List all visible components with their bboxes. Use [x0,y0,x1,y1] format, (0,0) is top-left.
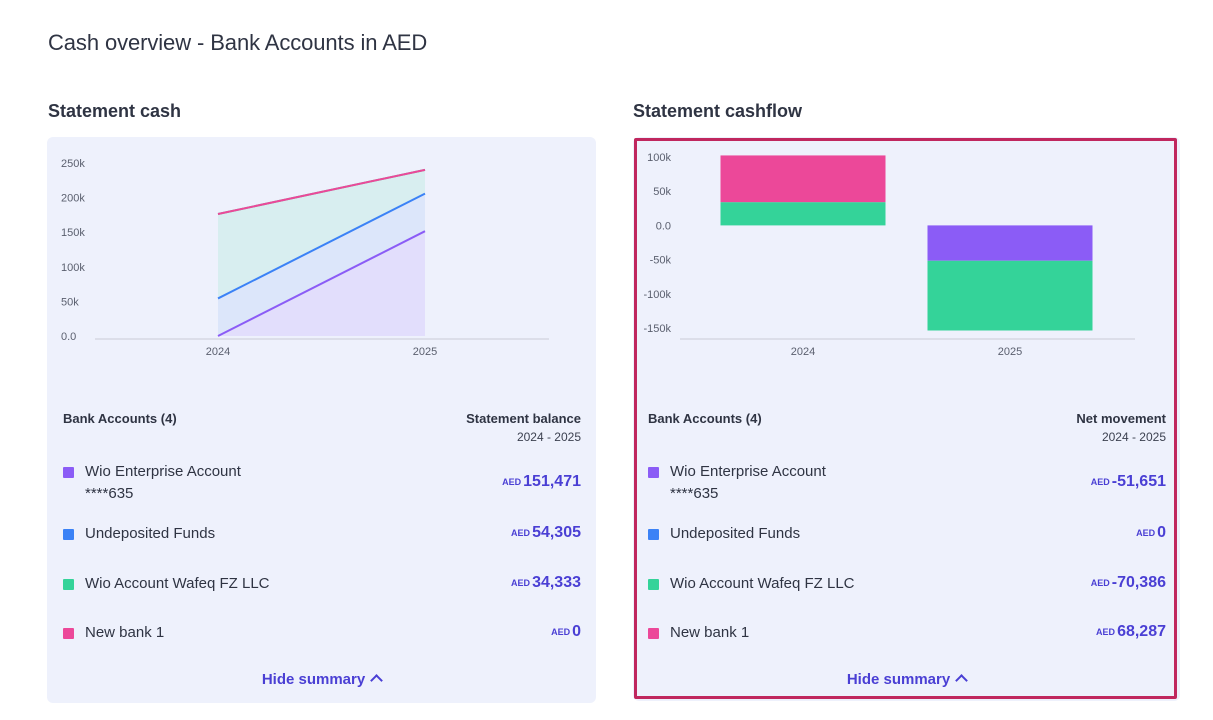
currency-label: AED [1090,477,1110,487]
hide-summary-label: Hide summary [846,671,951,688]
statement-cashflow-title: Statement cashflow [633,101,803,121]
account-row[interactable]: Undeposited Funds AED 0 [648,524,1166,565]
currency-label: AED [502,477,522,487]
account-amount: AED 34,333 [511,574,581,592]
statement-cash-title: Statement cash [48,101,182,121]
account-name: Wio Enterprise Account [670,463,826,480]
y-tick-label: 0.0 [61,331,76,343]
value-header: Statement balance 2024 - 2025 [466,411,581,444]
y-tick-label: 0.0 [656,220,671,232]
summary-header: Bank Accounts (4) Statement balance 2024… [63,411,581,451]
x-tick-label: 2024 [791,346,815,358]
account-amount: AED -51,651 [1091,473,1166,491]
y-tick-label: 50k [61,296,79,308]
account-name: New bank 1 [85,624,165,641]
amount-value: 151,471 [523,473,581,490]
area-series [218,169,425,299]
account-row[interactable]: Wio Account Wafeq FZ LLC AED 34,333 [63,574,581,615]
account-name: Wio Enterprise Account [85,463,241,480]
period-label: 2024 - 2025 [516,430,581,444]
amount-value: -70,386 [1111,574,1166,591]
statement-cash-card: 250k 200k 150k 100k 50k 0.0 2024 2025 Bank Acco… [47,137,596,703]
net-movement-label: Net movement [1076,411,1166,426]
bar-segment [927,225,1093,261]
currency-label: AED [1096,627,1116,637]
statement-cashflow-card: 100k 50k 0.0 -50k -100k -150k 2024 2025 Bank Ac… [633,137,1180,701]
y-tick-label: -150k [643,323,671,335]
account-row[interactable]: Wio Account Wafeq FZ LLC AED -70,386 [648,574,1166,615]
currency-label: AED [1136,528,1156,538]
hide-summary-button[interactable]: Hide summary [633,671,1180,688]
statement-balance-label: Statement balance [466,411,581,426]
color-swatch [648,467,659,478]
account-amount: AED 151,471 [502,473,581,491]
x-tick-label: 2025 [413,346,437,358]
account-amount: AED 68,287 [1096,623,1166,641]
account-row[interactable]: Wio Enterprise Account ****635 AED -51,651 [648,463,1166,503]
period-label: 2024 - 2025 [1101,430,1166,444]
y-tick-label: 100k [61,262,85,274]
color-swatch [63,467,74,478]
value-header: Net movement 2024 - 2025 [1076,411,1166,444]
account-name: Undeposited Funds [85,525,216,542]
account-row[interactable]: New bank 1 AED 68,287 [648,623,1166,664]
color-swatch [63,529,74,540]
account-name: Wio Account Wafeq FZ LLC [670,575,855,592]
statement-cashflow-chart: 100k 50k 0.0 -50k -100k -150k 2024 2025 [643,152,1135,358]
account-name: New bank 1 [670,624,750,641]
y-tick-label: -50k [650,255,672,267]
account-amount: AED 54,305 [511,524,581,542]
amount-value: -51,651 [1111,473,1166,490]
currency-label: AED [551,627,571,637]
color-swatch [63,579,74,590]
account-number: ****635 [670,485,719,502]
color-swatch [648,579,659,590]
series-line [217,230,426,337]
bar-segment [720,202,886,226]
y-tick-label: 150k [61,227,85,239]
bank-accounts-header: Bank Accounts (4) [648,411,762,426]
currency-label: AED [1090,578,1110,588]
y-tick-label: 100k [647,152,671,164]
series-line [217,192,426,300]
hide-summary-button[interactable]: Hide summary [47,671,596,688]
currency-label: AED [511,528,531,538]
bar-segment [927,260,1093,331]
x-tick-label: 2025 [998,346,1022,358]
amount-value: 54,305 [532,524,581,541]
account-name: Undeposited Funds [670,525,801,542]
account-row[interactable]: Undeposited Funds AED 54,305 [63,524,581,565]
bank-accounts-header: Bank Accounts (4) [63,411,177,426]
account-name: Wio Account Wafeq FZ LLC [85,575,270,592]
x-tick-label: 2024 [206,346,230,358]
amount-value: 0 [572,623,581,640]
account-amount: AED 0 [1136,524,1166,542]
currency-label: AED [511,578,531,588]
color-swatch [648,628,659,639]
area-series [218,193,425,336]
hide-summary-label: Hide summary [261,671,366,688]
account-amount: AED -70,386 [1091,574,1166,592]
color-swatch [648,529,659,540]
y-tick-label: 250k [61,158,85,170]
statement-cash-chart: 250k 200k 150k 100k 50k 0.0 2024 2025 [61,158,549,358]
summary-header: Bank Accounts (4) Net movement 2024 - 20… [648,411,1166,451]
y-tick-label: -100k [643,289,671,301]
y-tick-label: 50k [653,186,671,198]
amount-value: 34,333 [532,574,581,591]
chevron-up-icon [370,674,384,687]
account-row[interactable]: New bank 1 AED 0 [63,623,581,664]
color-swatch [63,628,74,639]
account-number: ****635 [85,485,134,502]
chevron-up-icon [955,674,969,687]
account-amount: AED 0 [551,623,581,641]
account-row[interactable]: Wio Enterprise Account ****635 AED 151,471 [63,463,581,503]
y-tick-label: 200k [61,193,85,205]
page-title: Cash overview - Bank Accounts in AED [48,30,428,55]
bar-segment [720,155,886,203]
amount-value: 0 [1157,524,1166,541]
series-line [217,168,426,215]
amount-value: 68,287 [1117,623,1166,640]
